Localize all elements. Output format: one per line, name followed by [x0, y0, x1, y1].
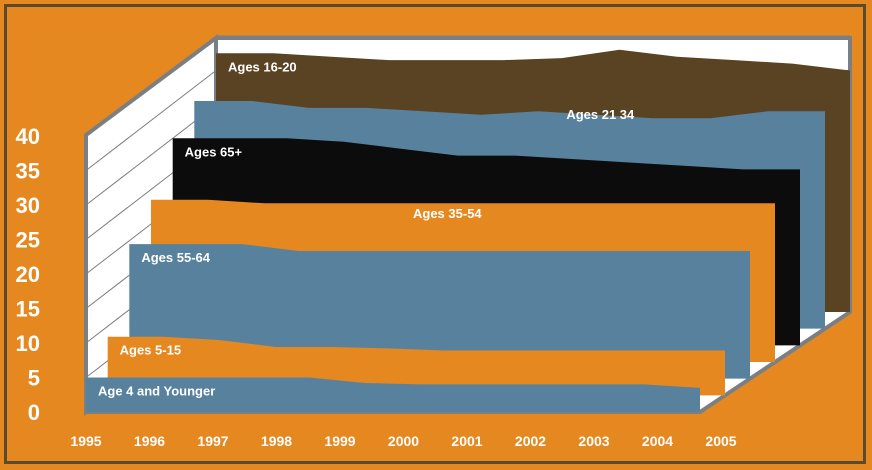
series-ribbons: Ages 16-20 Ages 21 34 Ages 65+ Ages 35-54 Ag… [86, 49, 850, 412]
x-tick-label: 1997 [197, 433, 228, 449]
x-tick-label: 2001 [451, 433, 482, 449]
x-tick-label: 1995 [70, 433, 101, 449]
x-tick-label: 2000 [388, 433, 419, 449]
x-tick-label: 2002 [515, 433, 546, 449]
series-label: Ages 35-54 [413, 206, 482, 221]
x-tick-label: 2003 [578, 433, 609, 449]
series-label: Ages 16-20 [228, 59, 297, 74]
series-area-6 [86, 377, 700, 412]
y-tick-label: 30 [16, 193, 40, 218]
y-tick-label: 10 [16, 331, 40, 356]
x-tick-label: 1996 [134, 433, 165, 449]
x-axis: 1995 1996 1997 1998 1999 2000 2001 2002 2003 2004… [70, 433, 736, 449]
y-axis: 0 5 10 15 20 25 30 35 40 [16, 124, 40, 425]
series-label: Age 4 and Younger [98, 384, 215, 399]
series-label: Ages 21 34 [566, 107, 635, 122]
y-tick-label: 20 [16, 262, 40, 287]
x-tick-label: 1999 [324, 433, 355, 449]
y-tick-label: 35 [16, 159, 40, 184]
y-tick-label: 25 [16, 228, 40, 253]
series-label: Ages 65+ [185, 144, 243, 159]
x-tick-label: 2004 [642, 433, 673, 449]
y-tick-label: 15 [16, 297, 40, 322]
series-label: Ages 5-15 [120, 343, 181, 358]
y-tick-label: 0 [28, 400, 40, 425]
y-tick-label: 40 [16, 124, 40, 149]
series-area-4 [129, 244, 751, 379]
gridline [85, 70, 217, 171]
x-tick-label: 1998 [261, 433, 292, 449]
x-tick-label: 2005 [705, 433, 736, 449]
y-tick-label: 5 [28, 366, 40, 391]
series-label: Ages 55-64 [141, 250, 210, 265]
gridline [85, 35, 217, 137]
